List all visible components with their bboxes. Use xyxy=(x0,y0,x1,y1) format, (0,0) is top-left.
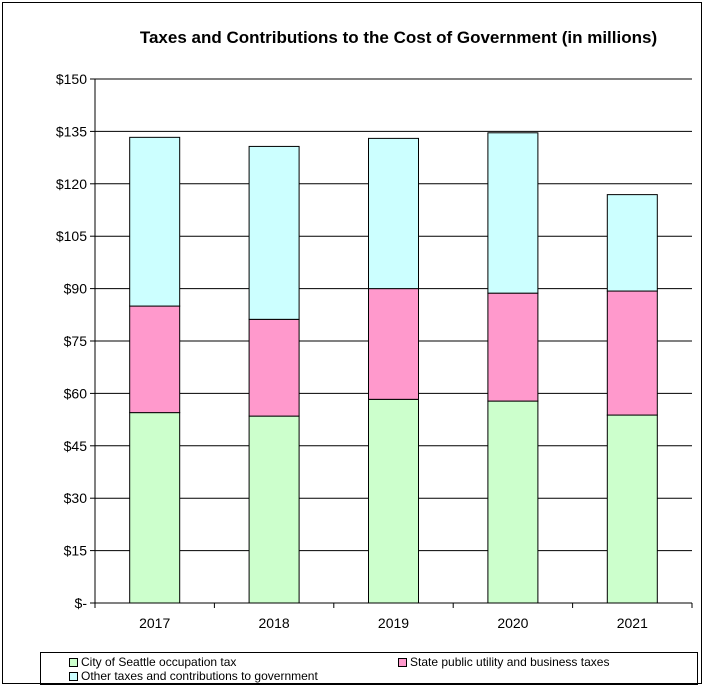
bar-segment-2017-series-3 xyxy=(129,136,181,307)
bar-segment-2020-series-3 xyxy=(487,132,539,294)
legend-item-state-taxes: State public utility and business taxes xyxy=(398,655,609,669)
y-tick-label: $30 xyxy=(64,490,88,506)
x-tick-label: 2020 xyxy=(497,615,528,631)
bar-segment-2018-series-2 xyxy=(248,318,300,417)
bar-segment-2020-series-2 xyxy=(487,292,539,402)
legend-swatch-state-taxes xyxy=(398,657,407,667)
legend: City of Seattle occupation tax State pub… xyxy=(40,652,698,685)
y-tick-label: $60 xyxy=(64,385,88,401)
x-tick-label: 2018 xyxy=(259,615,290,631)
y-tick-label: $90 xyxy=(64,281,88,297)
chart-title: Taxes and Contributions to the Cost of G… xyxy=(139,28,658,47)
x-tick-label: 2017 xyxy=(139,615,170,631)
y-tick-label: $135 xyxy=(56,123,87,139)
bar-segment-2018-series-3 xyxy=(248,145,300,320)
legend-label-occupation-tax: City of Seattle occupation tax xyxy=(81,655,237,669)
y-tick-label: $- xyxy=(75,595,88,611)
legend-item-occupation-tax: City of Seattle occupation tax xyxy=(69,655,236,669)
bar-segment-2020-series-1 xyxy=(487,400,539,604)
y-tick-label: $150 xyxy=(56,71,87,87)
legend-item-other-taxes: Other taxes and contributions to governm… xyxy=(69,669,318,683)
legend-swatch-other-taxes xyxy=(69,671,78,681)
y-tick-label: $45 xyxy=(64,438,88,454)
bar-segment-2017-series-1 xyxy=(129,412,181,604)
y-tick-label: $15 xyxy=(64,543,88,559)
x-tick-label: 2021 xyxy=(617,615,648,631)
bar-segment-2017-series-2 xyxy=(129,305,181,414)
legend-label-state-taxes: State public utility and business taxes xyxy=(410,655,610,669)
bar-segment-2019-series-1 xyxy=(368,398,419,604)
bar-segment-2019-series-3 xyxy=(368,137,419,290)
bar-segment-2021-series-1 xyxy=(606,414,658,604)
y-tick-label: $75 xyxy=(64,333,88,349)
y-tick-label: $105 xyxy=(56,228,87,244)
x-tick-label: 2019 xyxy=(378,615,409,631)
bar-segment-2021-series-3 xyxy=(606,194,658,292)
bar-segment-2018-series-1 xyxy=(248,415,300,604)
bar-segment-2019-series-2 xyxy=(368,288,419,400)
legend-label-other-taxes: Other taxes and contributions to governm… xyxy=(81,669,318,683)
bar-segment-2021-series-2 xyxy=(606,290,658,416)
legend-swatch-occupation-tax xyxy=(69,657,78,667)
y-tick-label: $120 xyxy=(56,176,87,192)
